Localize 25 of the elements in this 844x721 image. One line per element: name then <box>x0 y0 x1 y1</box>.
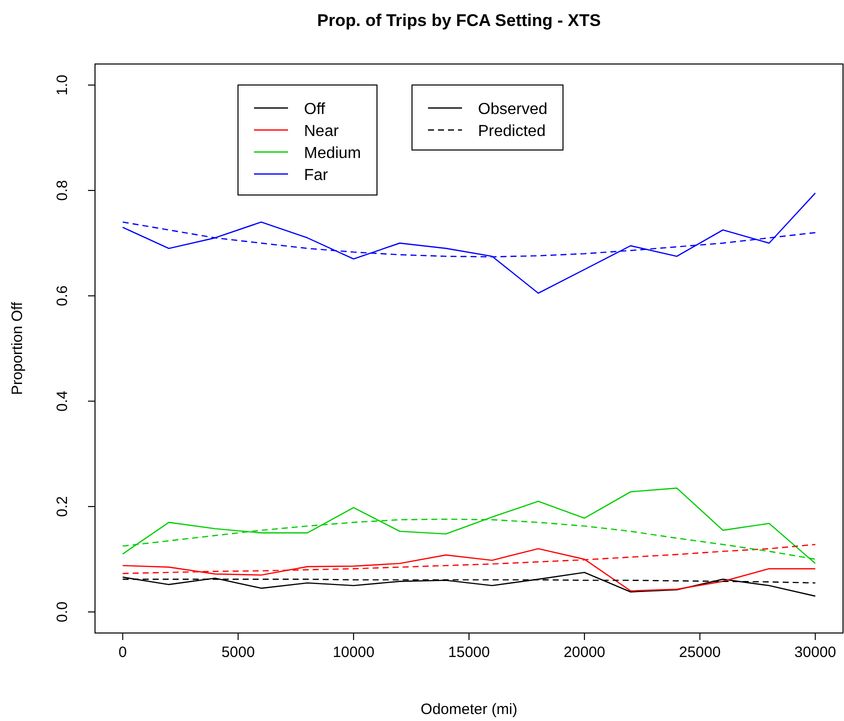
y-tick-label: 0.6 <box>54 285 71 306</box>
legend-label: Off <box>304 101 326 118</box>
y-tick-label: 0.0 <box>54 601 71 622</box>
x-tick-label: 5000 <box>221 644 255 661</box>
legend-label: Far <box>304 167 329 184</box>
line-series <box>122 192 816 294</box>
y-tick-label: 1.0 <box>54 74 71 96</box>
y-tick-label: 0.2 <box>54 496 71 517</box>
chart-title: Prop. of Trips by FCA Setting - XTS <box>317 11 601 30</box>
x-tick-label: 0 <box>118 644 127 661</box>
y-tick-label: 0.8 <box>54 180 71 201</box>
line-series <box>122 488 816 564</box>
x-axis-title: Odometer (mi) <box>420 701 518 718</box>
x-tick-label: 25000 <box>679 644 721 661</box>
legend-label: Near <box>304 123 340 140</box>
x-tick-label: 30000 <box>794 644 836 661</box>
annotation: Observed <box>478 101 548 118</box>
y-axis-title: Proportion Off <box>9 301 26 396</box>
x-tick-label: 15000 <box>448 644 490 661</box>
line-series <box>122 548 816 592</box>
x-tick-label: 10000 <box>332 644 374 661</box>
x-tick-label: 20000 <box>564 644 606 661</box>
legend-label: Medium <box>304 145 361 162</box>
y-tick-label: 0.4 <box>54 390 71 412</box>
annotation: Predicted <box>478 123 546 140</box>
